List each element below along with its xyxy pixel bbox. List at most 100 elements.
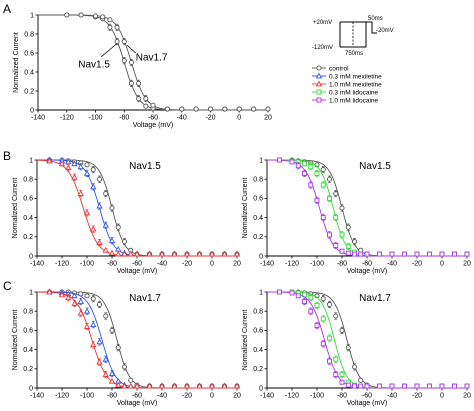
data-point: [158, 250, 166, 257]
x-tick-label: -80: [119, 115, 129, 122]
data-point: [308, 164, 314, 170]
data-point: [464, 383, 470, 389]
data-point: [327, 335, 332, 341]
panel-label-c: C: [3, 279, 12, 293]
data-point: [83, 209, 91, 216]
y-axis-label: Normalized Current: [12, 178, 19, 239]
y-tick-label: 0: [30, 107, 34, 114]
x-tick-label: -140: [31, 115, 45, 122]
data-point: [196, 382, 203, 389]
x-tick-label: 0: [440, 261, 444, 268]
data-point: [121, 250, 128, 257]
data-point: [46, 288, 53, 295]
fit-curve-1-0-mm-mexiletine: [36, 291, 237, 389]
y-tick-label: 0.8: [24, 31, 34, 38]
x-tick-label: -20: [412, 261, 422, 268]
data-point: [77, 163, 84, 170]
y-tick-label: 0.8: [253, 177, 263, 184]
fit-curve-1-0-mm-lidocaine: [266, 291, 467, 389]
data-point: [221, 382, 228, 389]
data-point: [320, 215, 326, 221]
series-1-0-mm-lidocaine: [266, 289, 470, 389]
data-point: [46, 157, 53, 164]
data-point: [452, 251, 457, 257]
data-point: [121, 58, 127, 64]
data-point: [65, 294, 72, 301]
y-tick-label: 0.6: [253, 328, 263, 335]
data-point: [133, 250, 141, 257]
data-point: [121, 382, 128, 389]
protocol-t-test: 50ms: [368, 16, 383, 22]
data-point: [333, 356, 339, 362]
data-point: [71, 300, 78, 306]
data-point: [109, 205, 115, 211]
legend-item-1-0-mm-mexiletine: 1.0 mM mexiletine: [312, 80, 382, 88]
x-tick-label: -100: [80, 393, 94, 400]
x-tick-label: -140: [260, 261, 274, 268]
data-point: [277, 157, 282, 163]
data-point: [115, 250, 122, 257]
x-tick-label: 0: [237, 115, 241, 122]
data-point: [339, 327, 345, 333]
data-point: [114, 39, 120, 45]
data-point: [78, 12, 84, 18]
data-point: [345, 224, 351, 230]
legend-marker: [316, 65, 322, 71]
x-tick-label: -120: [60, 115, 74, 122]
data-point: [171, 382, 178, 389]
y-tick-label: 0.6: [23, 196, 33, 203]
series-control: [267, 289, 470, 389]
chart-panel-c-right: -140 -120 -100 -80 -60 -40 -20 0 20 0 0.2 0.4 0.6 0.8…: [242, 289, 471, 407]
x-tick-label: 0: [210, 261, 214, 268]
fit-curve-0-3-mm-mexiletine: [37, 159, 237, 257]
data-point: [64, 12, 70, 18]
data-point: [352, 383, 357, 389]
data-point: [143, 96, 149, 102]
data-point: [339, 248, 345, 254]
data-point: [127, 382, 134, 389]
chart-title: Nav1.5: [359, 161, 391, 172]
data-point: [289, 159, 295, 165]
data-point: [439, 251, 445, 257]
data-point: [326, 176, 333, 182]
data-point: [364, 251, 370, 257]
data-point: [90, 296, 96, 302]
data-point: [196, 250, 203, 257]
protocol-v-step: -20mV: [376, 28, 394, 34]
y-tick-label: 1: [29, 157, 33, 164]
x-tick-label: -40: [387, 261, 397, 268]
data-point: [377, 383, 382, 389]
fit-curve-control: [267, 159, 467, 257]
x-tick-label: -100: [88, 115, 102, 122]
annotation-nav1-5: Nav1.5: [78, 59, 110, 70]
data-point: [143, 103, 149, 109]
y-tick-label: 0: [29, 253, 33, 260]
chart-panel-a: -140 -120 -100 -80 -60 -40 -20 0 20 0 0.2 0.4 0.6 0.8…: [13, 12, 272, 129]
data-point: [333, 191, 339, 197]
data-point: [102, 355, 109, 362]
data-point: [314, 197, 320, 203]
fit-curve-control: [37, 159, 237, 257]
series-series-2: [38, 12, 271, 112]
data-point: [150, 102, 156, 108]
data-point: [333, 215, 339, 221]
data-point: [102, 221, 109, 228]
x-tick-label: -60: [132, 393, 142, 400]
data-point: [320, 341, 326, 347]
x-tick-label: -40: [157, 393, 167, 400]
data-point: [96, 358, 103, 365]
data-point: [96, 301, 103, 308]
y-tick-label: 0.6: [24, 50, 34, 57]
data-point: [96, 338, 103, 345]
chart-panel-c-left: -140 -120 -100 -80 -60 -40 -20 0 20 0 0.2 0.4 0.6 0.8…: [12, 288, 241, 407]
x-tick-label: -100: [310, 261, 324, 268]
x-tick-label: 20: [463, 393, 471, 400]
data-point: [92, 13, 99, 19]
data-point: [107, 17, 113, 23]
data-point: [414, 251, 420, 257]
data-point: [251, 106, 257, 112]
y-tick-label: 0.2: [253, 366, 263, 373]
data-point: [77, 309, 84, 316]
chart-title: Nav1.5: [129, 161, 161, 172]
series-0-3-mm-lidocaine: [267, 157, 470, 257]
